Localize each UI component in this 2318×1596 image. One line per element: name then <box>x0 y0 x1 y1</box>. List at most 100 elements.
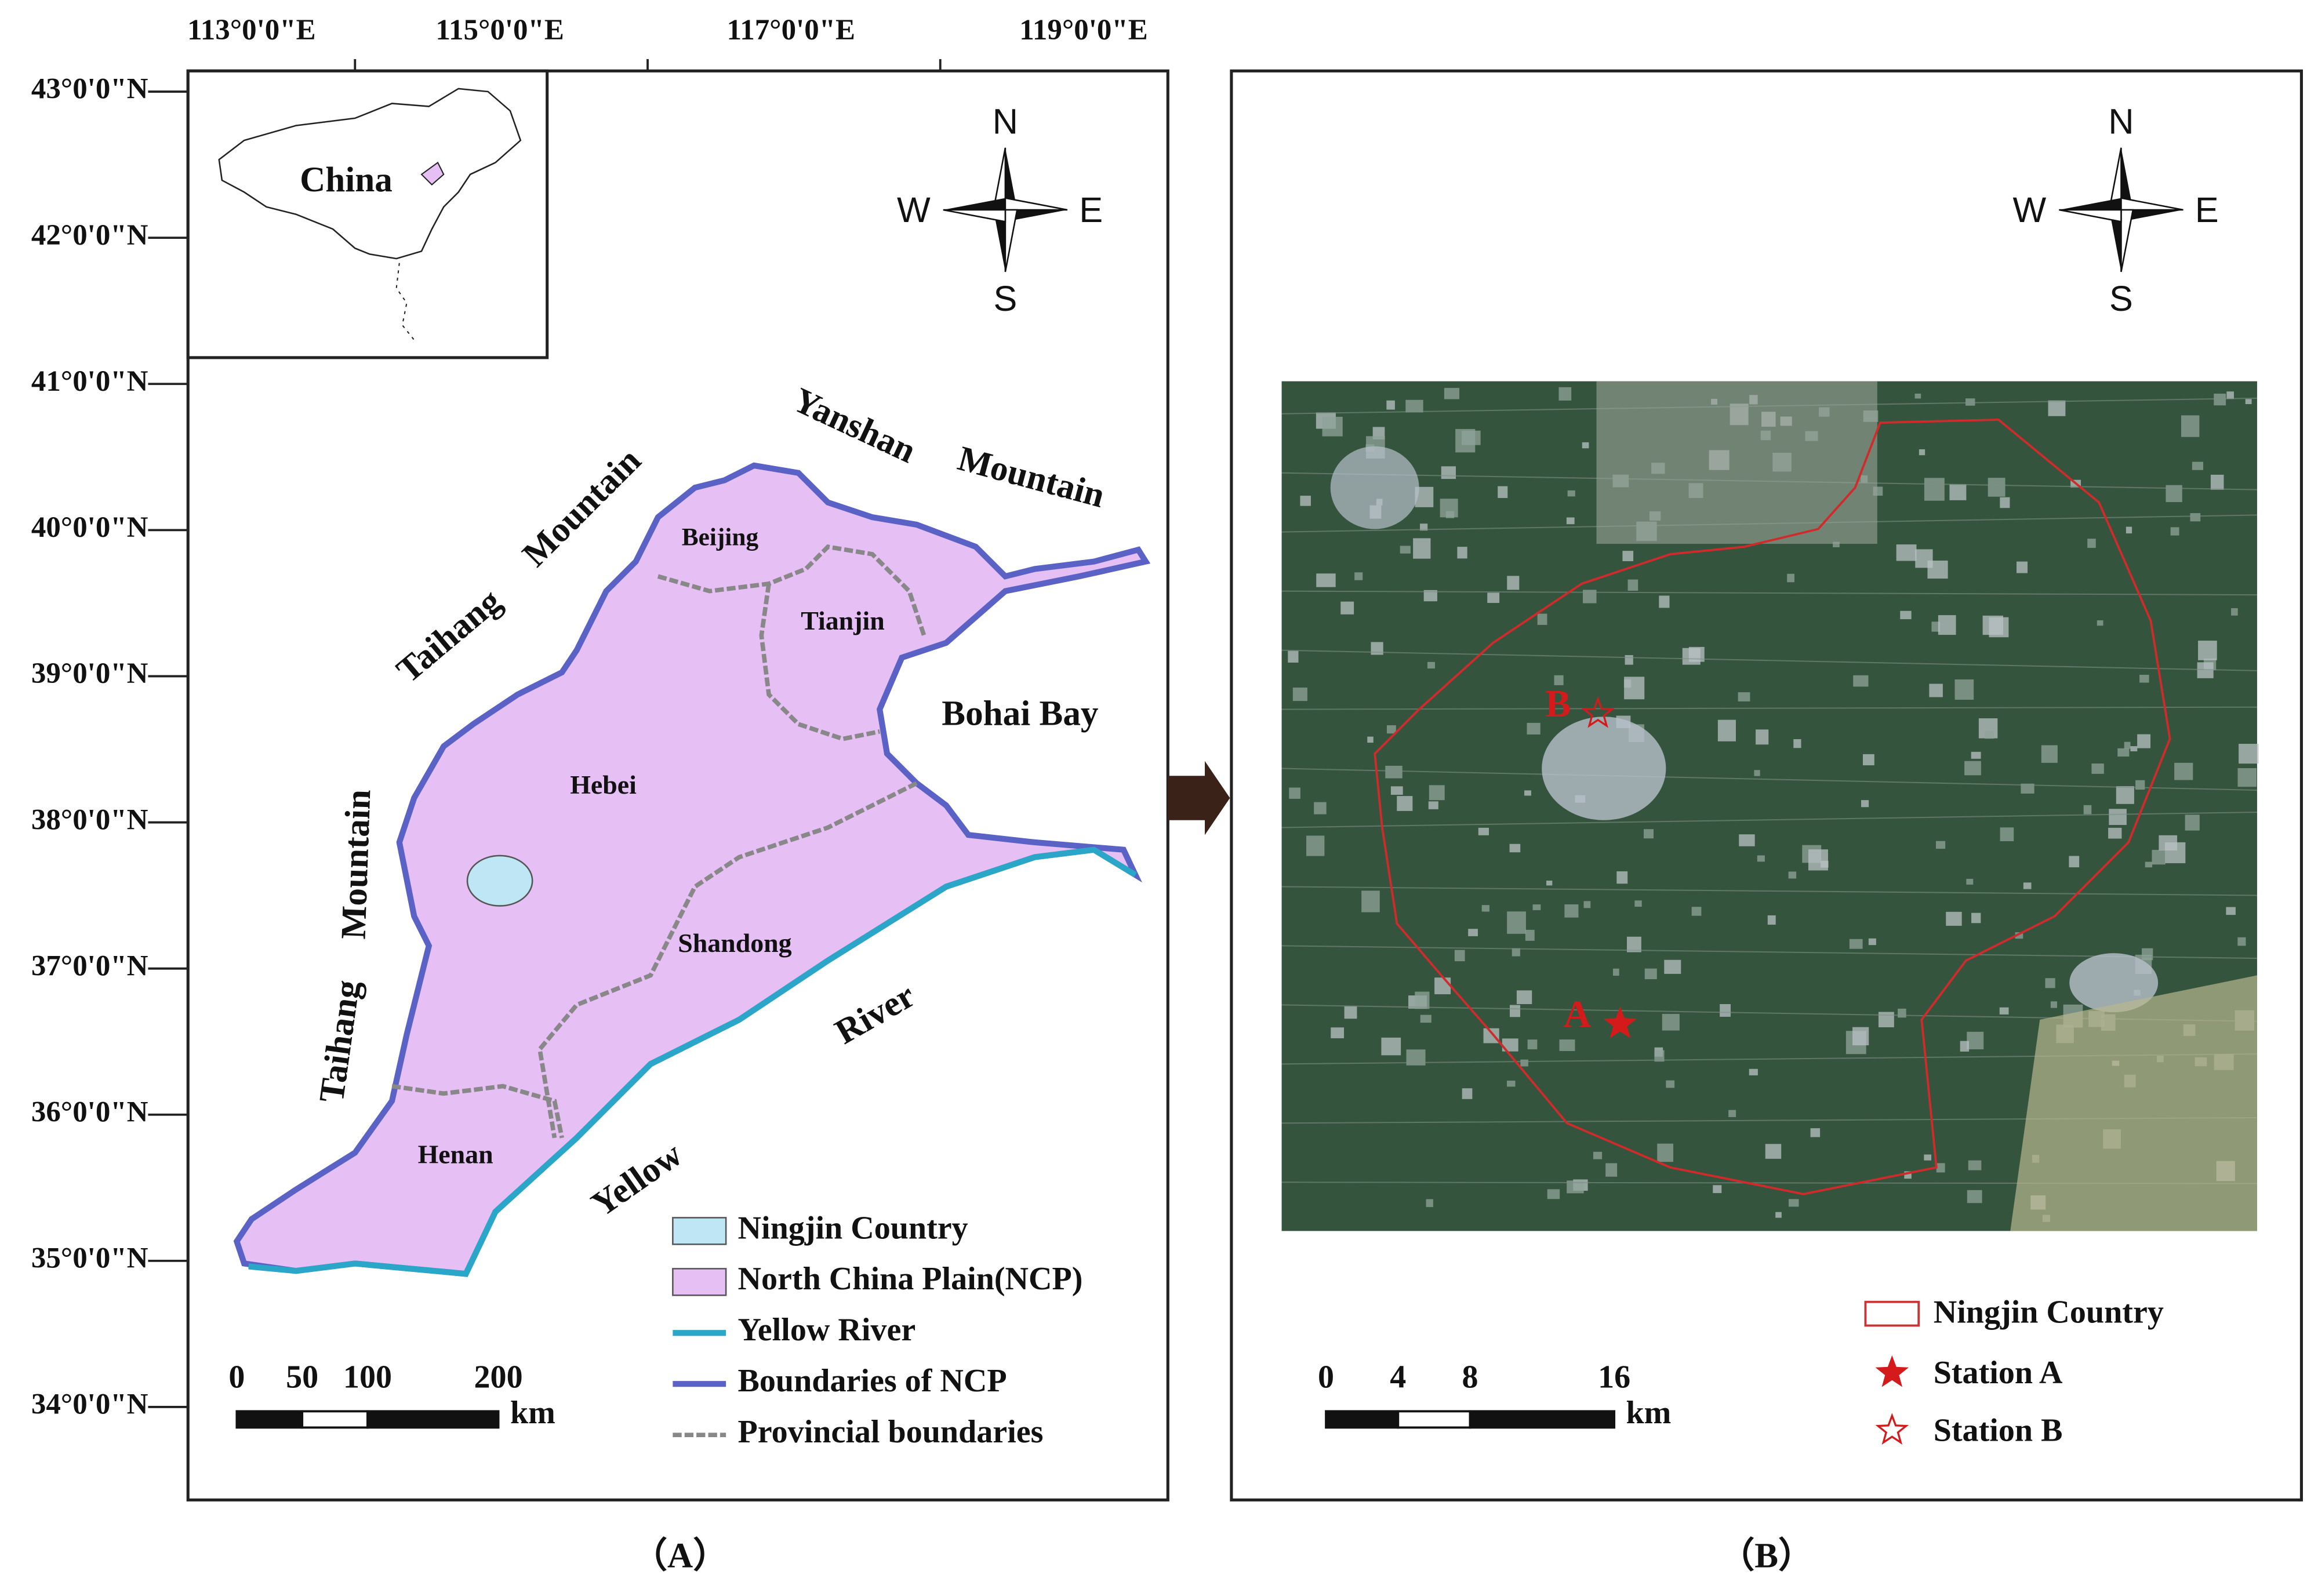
field-patch <box>2198 641 2217 660</box>
field-patch <box>1434 977 1451 995</box>
field-patch <box>2239 744 2259 764</box>
field-patch <box>2097 620 2103 626</box>
field-patch <box>1659 595 1670 608</box>
field-patch <box>2139 674 2149 683</box>
legend-label: Station A <box>1934 1355 2063 1391</box>
field-patch <box>1566 517 1575 525</box>
field-patch <box>2021 783 2034 794</box>
compass-point <box>2120 197 2183 211</box>
field-patch <box>1644 829 1654 839</box>
scale-label: 4 <box>1390 1359 1406 1395</box>
map-label: Yellow <box>584 1135 689 1224</box>
compass-point <box>2059 198 2121 210</box>
field-patch <box>1354 572 1363 580</box>
field-patch <box>1415 991 1430 1009</box>
province-line <box>759 583 880 741</box>
scale-segment <box>1325 1410 1400 1429</box>
map-label: Bohai Bay <box>942 693 1098 733</box>
compass-w: W <box>897 190 931 230</box>
field-patch <box>1288 650 1299 663</box>
field-patch <box>1833 541 1840 547</box>
field-patch <box>1717 719 1736 741</box>
field-patch <box>2170 527 2179 536</box>
field-patch <box>1988 478 2005 497</box>
field-patch <box>1316 573 1336 587</box>
scale-unit: km <box>1626 1395 1672 1431</box>
field-patch <box>1966 878 1974 885</box>
field-patch <box>1664 959 1681 974</box>
field-patch <box>1400 546 1411 554</box>
field-patch <box>1340 601 1354 615</box>
field-patch <box>1878 1012 1894 1028</box>
islands <box>395 263 415 340</box>
field-patch <box>1322 416 1343 437</box>
field-patch <box>1487 592 1500 604</box>
field-patch <box>1622 551 1634 562</box>
compass-n: N <box>993 101 1018 141</box>
province-line <box>391 1084 564 1139</box>
field-patch <box>1775 1212 1782 1218</box>
field-patch <box>1512 948 1520 957</box>
field-patch <box>1924 1154 1932 1161</box>
scale-label: 8 <box>1462 1359 1478 1395</box>
scale-unit: km <box>510 1395 555 1431</box>
field-patch <box>1427 661 1436 669</box>
field-patch <box>1788 871 1797 879</box>
field-patch <box>2192 461 2204 470</box>
field-patch <box>2109 809 2127 826</box>
field-patch <box>1582 442 1589 449</box>
field-patch <box>1861 800 1869 808</box>
map-label: Hebei <box>570 770 637 799</box>
latitude-label: 40°0'0"N <box>31 511 148 544</box>
field-patch <box>1616 871 1628 884</box>
field-patch <box>1420 1015 1432 1023</box>
field-patch <box>1525 929 1535 941</box>
field-patch <box>1936 1163 1945 1173</box>
field-patch <box>1756 729 1769 745</box>
map-label: Mountain <box>515 441 649 575</box>
field-patch <box>1964 761 1981 776</box>
field-patch <box>2000 497 2010 508</box>
field-patch <box>1914 393 1921 399</box>
legend-label: Provincial boundaries <box>738 1414 1044 1450</box>
field-patch <box>1634 900 1642 907</box>
field-patch <box>2069 856 2080 868</box>
field-patch <box>1444 388 1460 399</box>
province-line <box>657 544 927 637</box>
scale-segment <box>366 1410 500 1429</box>
field-patch <box>2108 827 2122 839</box>
longitude-label: 115°0'0"E <box>435 14 564 46</box>
field-patch <box>1612 968 1619 976</box>
field-patch <box>1739 834 1755 846</box>
field-patch <box>1738 692 1750 701</box>
compass-point <box>1005 209 1067 222</box>
field-patch <box>1863 754 1874 766</box>
legend-swatch <box>672 1268 727 1296</box>
compass-point <box>943 209 1007 223</box>
field-patch <box>1808 849 1828 871</box>
field-patch <box>1644 968 1657 980</box>
scale-label: 200 <box>474 1359 523 1395</box>
field-patch <box>1361 890 1380 912</box>
scale-label: 100 <box>343 1359 392 1395</box>
town <box>1542 717 1666 820</box>
field-patch <box>1931 621 1940 632</box>
field-patch <box>1468 929 1478 936</box>
field-patch <box>1624 677 1645 700</box>
field-patch <box>2083 805 2092 815</box>
field-patch <box>2159 835 2178 850</box>
latitude-label: 39°0'0"N <box>31 657 148 690</box>
scale-segment <box>1469 1410 1616 1429</box>
field-patch <box>1462 1088 1473 1099</box>
field-patch <box>2174 762 2193 780</box>
ningjin-outline <box>1374 419 2171 1195</box>
field-patch <box>1767 915 1776 925</box>
field-patch <box>1967 1190 1982 1204</box>
compass-point <box>993 209 1005 272</box>
field-patch <box>2117 748 2130 757</box>
field-patch <box>1516 990 1532 1005</box>
field-patch <box>1527 722 1541 735</box>
field-patch <box>1478 827 1489 835</box>
field-patch <box>2124 741 2131 749</box>
compass-e: E <box>2195 190 2219 230</box>
